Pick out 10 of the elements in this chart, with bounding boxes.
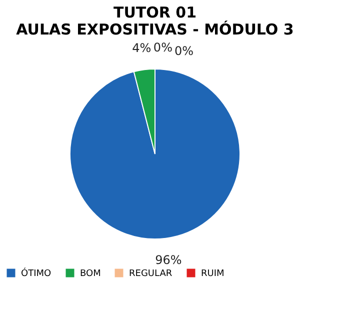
data-label: 96% — [155, 253, 182, 268]
chart-title: TUTOR 01 AULAS EXPOSITIVAS - MÓDULO 3 — [16, 3, 294, 38]
legend-label: BOM — [80, 269, 101, 279]
data-label: 4% — [132, 40, 152, 55]
pie-slice — [70, 68, 240, 240]
legend-label: ÓTIMO — [21, 267, 52, 279]
text: 0% — [174, 44, 194, 58]
legend-label: REGULAR — [129, 269, 172, 279]
legend-label: RUIM — [201, 269, 224, 279]
text: 0% — [153, 40, 172, 54]
